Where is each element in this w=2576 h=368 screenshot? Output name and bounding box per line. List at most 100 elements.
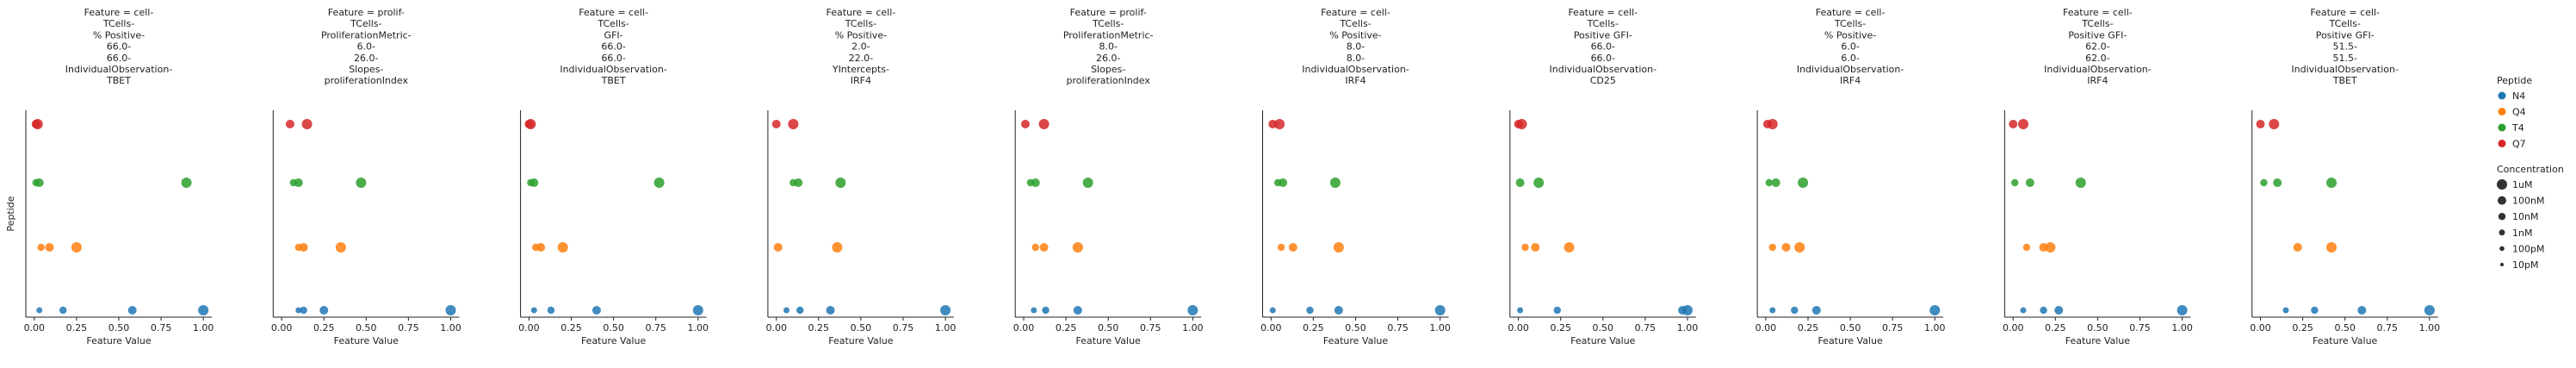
- panel-3-title-line: GFI-: [604, 29, 623, 41]
- panel-9-point-N4: [2054, 306, 2064, 315]
- panel-8-title-line: 6.0-: [1841, 41, 1859, 53]
- panel-8-title-line: 6.0-: [1841, 53, 1859, 64]
- panel-1-x-tick-label: 0.25: [66, 322, 88, 334]
- panel-6-point-Q4: [1333, 242, 1344, 253]
- panel-10-point-Q7: [2256, 120, 2265, 128]
- panel-5-x-tick-label: 0.25: [1056, 322, 1077, 334]
- panel-9-point-N4: [2177, 305, 2188, 315]
- panel-4-point-Q7: [788, 119, 799, 129]
- panel-5-point-Q4: [1031, 243, 1039, 252]
- panel-3-x-tick-label: 0.75: [645, 322, 666, 334]
- panel-10-point-N4: [2311, 306, 2319, 315]
- panel-5-x-tick-label: 1.00: [1182, 322, 1204, 334]
- panel-1-point-Q4: [37, 243, 45, 252]
- panel-2-title-line: 6.0-: [357, 41, 375, 53]
- panel-4-x-tick-label: 1.00: [935, 322, 957, 334]
- panel-6-x-tick-label: 0.25: [1303, 322, 1324, 334]
- panel-9-title-line: 62.0-: [2085, 41, 2109, 53]
- panel-7-point-N4: [1517, 307, 1524, 314]
- panel-10-x-tick-label: 0.00: [2250, 322, 2271, 334]
- y-axis-label: Peptide: [5, 196, 16, 231]
- panel-5-x-label: Feature Value: [1076, 335, 1142, 346]
- panel-4-title-line: 22.0-: [849, 53, 873, 64]
- panel-10-title-line: 51.5-: [2332, 53, 2356, 64]
- panel-3-point-Q4: [532, 243, 540, 252]
- panel-2-point-Q7: [285, 120, 294, 128]
- panel-3-title-line: TCells-: [597, 18, 629, 29]
- panel-9-x-label: Feature Value: [2065, 335, 2131, 346]
- panel-2-point-Q7: [301, 119, 313, 129]
- panel-5-title-line: 8.0-: [1099, 41, 1117, 53]
- panel-2-point-N4: [445, 305, 456, 315]
- panel-6-point-T4: [1273, 178, 1282, 187]
- panel-6-x-tick-label: 0.50: [1345, 322, 1366, 334]
- legend-marker-N4: [2498, 91, 2506, 100]
- panel-10-point-Q4: [2325, 242, 2337, 253]
- panel-9-title-line: IndividualObservation-: [2044, 64, 2152, 75]
- panel-2-x-tick-label: 1.00: [440, 322, 461, 334]
- panel-1-title-line: % Positive-: [93, 29, 145, 41]
- panel-4-title-line: 2.0-: [851, 41, 870, 53]
- panel-7-x-tick-label: 0.25: [1550, 322, 1571, 334]
- panel-4-point-N4: [826, 306, 835, 315]
- panel-2-x-tick-label: 0.50: [356, 322, 377, 334]
- panel-3-title-line: Feature = cell-: [579, 7, 648, 18]
- legend-size-marker: [2497, 179, 2507, 190]
- panel-7-title-line: Positive GFI-: [1574, 29, 1632, 41]
- panel-1-title-line: IndividualObservation-: [65, 64, 173, 75]
- panel-5-point-Q7: [1020, 120, 1030, 128]
- panel-1-title-line: Feature = cell-: [84, 7, 154, 18]
- panel-8-title-line: IndividualObservation-: [1797, 64, 1904, 75]
- panel-8-point-T4: [1765, 178, 1774, 187]
- panel-4-title-line: Feature = cell-: [827, 7, 896, 18]
- panel-1-point-Q4: [71, 242, 82, 253]
- panel-2-point-T4: [289, 178, 298, 187]
- panel-8-x-label: Feature Value: [1817, 335, 1883, 346]
- panel-9-title-line: TCells-: [2081, 18, 2113, 29]
- panel-6-x-tick-label: 0.75: [1387, 322, 1409, 334]
- panel-10-point-T4: [2325, 178, 2337, 188]
- panel-2-title-line: 26.0-: [354, 53, 378, 64]
- panel-4-x-label: Feature Value: [828, 335, 894, 346]
- panel-3-title-line: 66.0-: [601, 41, 625, 53]
- panel-9-x-tick-label: 0.50: [2087, 322, 2108, 334]
- panel-10-point-N4: [2282, 307, 2289, 314]
- panel-4-point-N4: [783, 307, 790, 314]
- panel-2-point-N4: [295, 307, 302, 314]
- panel-6-point-T4: [1329, 178, 1341, 188]
- legend-label-Q4: Q4: [2512, 107, 2526, 118]
- panel-1-x-tick-label: 0.75: [151, 322, 172, 334]
- panel-5-title-line: Slopes-: [1091, 64, 1125, 75]
- panel-7-point-N4: [1678, 306, 1687, 315]
- panel-1-point-T4: [181, 178, 192, 188]
- panel-9-point-Q4: [2039, 243, 2048, 252]
- panel-4-x-tick-label: 0.25: [808, 322, 830, 334]
- panel-6-title-line: IndividualObservation-: [1302, 64, 1409, 75]
- panel-4-point-Q4: [773, 243, 783, 252]
- panel-2-point-N4: [300, 306, 307, 315]
- panel-8-x-tick-label: 0.00: [1756, 322, 1777, 334]
- panel-2-x-tick-label: 0.75: [398, 322, 419, 334]
- panel-5-title-line: proliferationIndex: [1067, 75, 1151, 86]
- panel-6-x-label: Feature Value: [1323, 335, 1389, 346]
- legend-size-marker: [2498, 213, 2506, 221]
- panel-7-x-tick-label: 0.75: [1635, 322, 1656, 334]
- panel-7-point-N4: [1553, 306, 1561, 315]
- panel-5-point-N4: [1073, 306, 1082, 315]
- panel-3-point-N4: [530, 307, 537, 314]
- panel-1-point-N4: [198, 305, 209, 315]
- panel-10-x-tick-label: 0.75: [2377, 322, 2399, 334]
- panel-9-point-N4: [2020, 307, 2027, 314]
- panel-5-point-T4: [1082, 178, 1093, 188]
- panel-7-title-line: 66.0-: [1591, 41, 1615, 53]
- panel-5-x-tick-label: 0.50: [1098, 322, 1119, 334]
- panel-4-point-N4: [796, 306, 804, 315]
- panel-3-point-Q4: [557, 242, 568, 253]
- panel-9-title-line: Positive GFI-: [2068, 29, 2127, 41]
- panel-8-point-Q4: [1781, 243, 1791, 252]
- panel-8-title-line: % Positive-: [1824, 29, 1876, 41]
- panel-4-title-line: YIntercepts-: [832, 64, 889, 75]
- panel-4-point-Q7: [771, 120, 781, 128]
- panel-6-point-Q7: [1274, 119, 1285, 129]
- panel-3-point-N4: [547, 306, 555, 315]
